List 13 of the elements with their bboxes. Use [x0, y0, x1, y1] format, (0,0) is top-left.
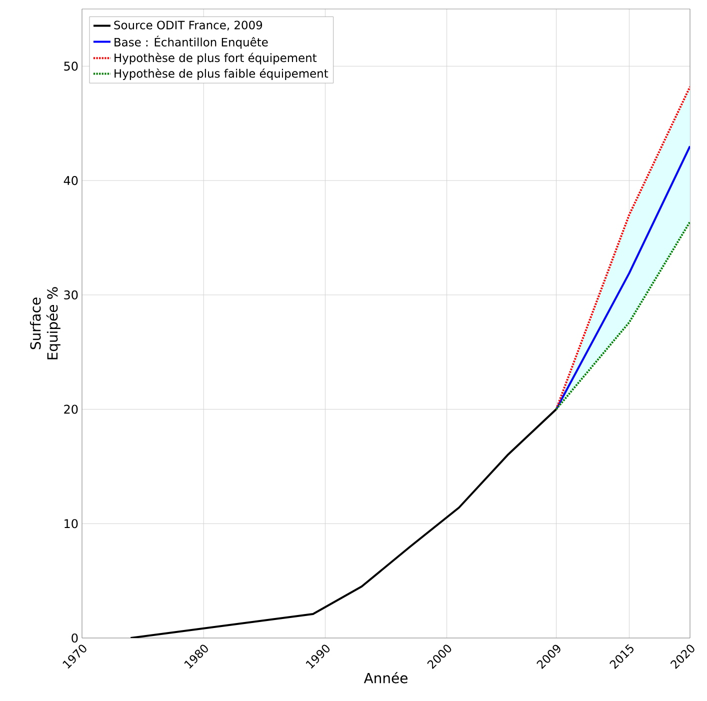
line-series: [130, 408, 558, 638]
x-axis-title: Année: [364, 672, 408, 684]
y-tick-label: 0: [72, 633, 78, 643]
legend-label: Hypothèse de plus fort équipement: [114, 52, 317, 64]
y-tick-label: 50: [64, 62, 78, 71]
y-tick-label: 10: [64, 519, 78, 528]
y-tick-label: 40: [64, 176, 78, 186]
legend-label: Source ODIT France, 2009: [114, 20, 262, 31]
legend-label: Hypothèse de plus faible équipement: [114, 68, 328, 80]
legend-label: Base : Échantillon Enquête: [114, 36, 268, 49]
y-axis-title: Surface Equipée %: [30, 287, 60, 360]
y-tick-label: 30: [64, 290, 78, 300]
y-tick-label: 20: [64, 404, 78, 414]
